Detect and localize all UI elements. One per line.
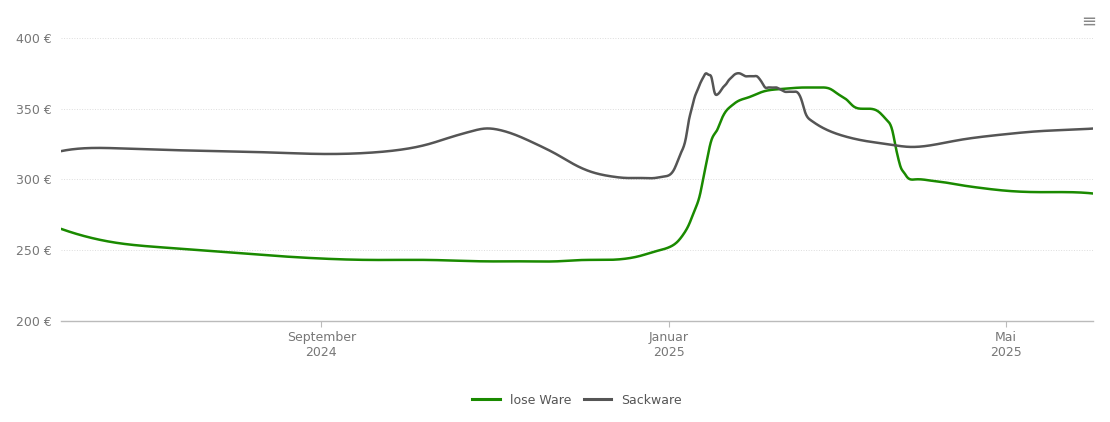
Text: ≡: ≡ bbox=[1081, 13, 1097, 31]
Legend: lose Ware, Sackware: lose Ware, Sackware bbox=[467, 389, 687, 412]
